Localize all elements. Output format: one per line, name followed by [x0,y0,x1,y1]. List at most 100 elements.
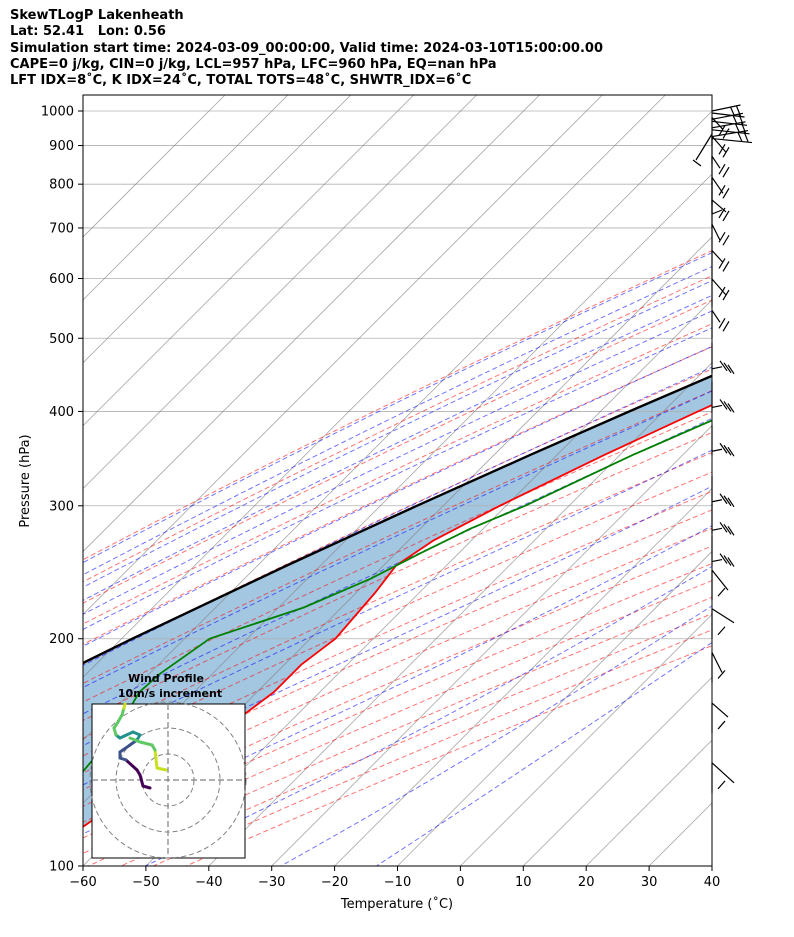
wind-barb [711,608,735,639]
wind-barb-top [692,133,723,215]
dry-adiabat-line [83,451,712,739]
y-tick-label: 200 [49,632,74,647]
y-tick-label: 300 [49,499,74,514]
isotherm-line [334,488,712,866]
wind-barb-path [711,652,726,683]
wind-barb [711,762,735,793]
wind-barb-path [711,176,730,206]
wind-barb [711,425,735,457]
isotherm-line [83,95,603,615]
isotherm-line [208,362,712,866]
isotherm-line [83,95,477,490]
dry-adiabat-line [83,250,712,561]
dry-adiabat-line [83,545,712,823]
wind-barb-path [711,135,730,165]
wind-barb-path [711,608,735,639]
wind-barb-path [711,117,730,146]
moist-adiabat-line [83,252,712,564]
title-cape: CAPE=0 j/kg, CIN=0 j/kg, LCL=957 hPa, LF… [10,56,497,72]
x-tick-label: −20 [321,875,348,890]
wind-barb-path [711,129,753,144]
wind-barb [711,504,735,536]
isotherm-line [83,95,226,238]
y-tick-label: 500 [49,332,74,347]
isotherm-line [83,95,289,301]
dry-adiabat-line [83,562,712,839]
wind-barb [711,475,735,508]
hodograph-segment [153,748,159,770]
wind-barb-path [711,535,735,567]
hodograph-segment [118,743,132,754]
y-tick-label: 1000 [41,104,74,119]
hodograph-segment [128,736,142,744]
dewpoint-profile-line [83,419,712,773]
isotherm-line [271,425,712,866]
wind-barb-path [711,702,729,734]
title-times: Simulation start time: 2024-03-09_00:00:… [10,40,603,56]
wind-barb-path [711,569,729,601]
inset-subtitle: 10m/s increment [118,687,222,700]
x-tick-label: −40 [195,875,222,890]
moist-adiabat-line [83,525,712,835]
moist-adiabat-line [83,485,712,786]
inset-title: Wind Profile [128,672,204,685]
wind-barb [711,381,735,413]
wind-barb [711,223,730,253]
x-tick-label: 20 [578,875,595,890]
wind-barb [711,535,735,567]
dry-adiabat-line [83,580,712,854]
chart-title-block: SkewTLogP Lakenheath Lat: 52.41 Lon: 0.5… [10,8,603,89]
wind-barb [711,342,735,375]
wind-barb-path [711,342,735,375]
wind-barb [711,104,745,118]
wind-barb-path [711,762,735,793]
wind-barb-path [711,381,735,413]
wind-barb [711,117,730,146]
wind-barb-path [711,309,730,339]
isotherm-line [83,95,666,678]
y-tick-label: 700 [49,221,74,236]
x-tick-label: 10 [515,875,532,890]
wind-barb-path [711,121,750,135]
isotherm-line [460,613,712,866]
wind-profile-inset: Wind Profile 10m/s increment [89,672,247,859]
dry-adiabat-line [153,629,712,866]
wind-barb-path [711,223,730,253]
wind-barb-path [711,425,735,457]
y-tick-label: 900 [49,139,74,154]
dry-adiabat-line [83,299,712,604]
title-latlon: Lat: 52.41 Lon: 0.56 [10,24,166,40]
wind-barb [711,652,726,683]
x-tick-label: 0 [456,875,464,890]
x-tick-label: 30 [641,875,658,890]
x-axis-label: Temperature (˚C) [340,896,453,912]
wind-barb-path [711,155,730,185]
wind-barb-path [711,112,748,126]
wind-barb [711,129,753,144]
dry-adiabat-line [185,645,712,866]
wind-barb [711,278,730,308]
moist-adiabat-line [83,449,712,747]
x-tick-label: −30 [258,875,285,890]
y-tick-label: 400 [49,405,74,420]
title-indices: LFT IDX=8˚C, K IDX=24˚C, TOTAL TOTS=48˚C… [10,73,472,89]
isotherm-line [397,550,712,866]
title-station: SkewTLogP Lakenheath [10,8,184,23]
y-axis-label: Pressure (hPa) [18,434,33,527]
moist-adiabat-line [83,265,712,576]
y-tick-label: 600 [49,272,74,287]
moist-adiabat-line [83,310,712,615]
wind-barb-path [711,250,730,279]
hodograph-segment [124,758,139,772]
hodograph-segment [122,702,127,710]
hodograph-segment [118,730,135,740]
isotherm-line [523,676,712,866]
x-tick-label: −60 [69,875,96,890]
wind-barb [711,199,730,228]
wind-barb-path [711,278,730,308]
isotherm-line [83,95,352,364]
moist-adiabat-line [83,390,712,689]
x-tick-label: 40 [704,875,721,890]
hodograph-segment [138,740,154,747]
isotherm-line [83,95,540,553]
